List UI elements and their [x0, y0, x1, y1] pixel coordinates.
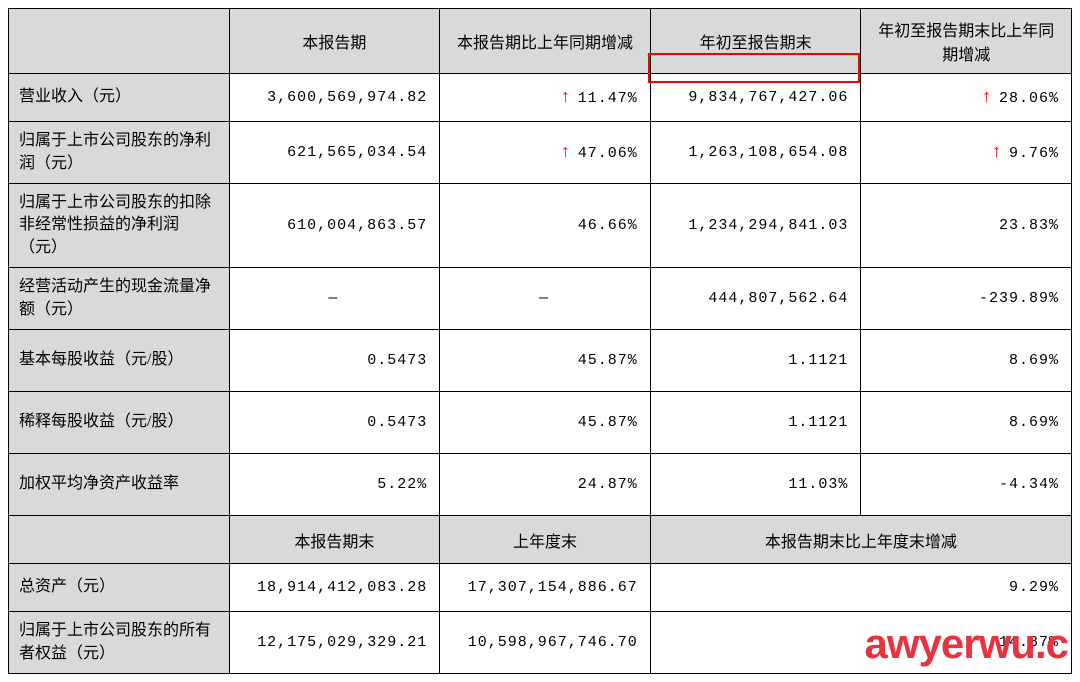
row-label: 归属于上市公司股东的净利润（元）: [9, 122, 230, 184]
row-value-2: ↑47.06%: [440, 122, 651, 184]
header-col3: 年初至报告期末: [650, 9, 861, 74]
row-value-2: ↑11.47%: [440, 74, 651, 122]
row-value-4: -4.34%: [861, 454, 1072, 516]
row-value-3: 9,834,767,427.06: [650, 74, 861, 122]
row-label: 营业收入（元）: [9, 74, 230, 122]
row-value-1: 0.5473: [229, 392, 440, 454]
header-col1: 本报告期: [229, 9, 440, 74]
row-value-3: 1.1121: [650, 392, 861, 454]
row-value-2: 10,598,967,746.70: [440, 612, 651, 674]
row-label: 加权平均净资产收益率: [9, 454, 230, 516]
row-value-4: ↑9.76%: [861, 122, 1072, 184]
header-col6: 上年度末: [440, 516, 651, 564]
row-label: 基本每股收益（元/股）: [9, 330, 230, 392]
up-arrow-icon: ↑: [560, 88, 572, 108]
row-value-2: 45.87%: [440, 392, 651, 454]
row-value-3: 1,263,108,654.08: [650, 122, 861, 184]
row-value-3: 444,807,562.64: [650, 268, 861, 330]
row-value-2: 24.87%: [440, 454, 651, 516]
table-row: 营业收入（元）3,600,569,974.82↑11.47%9,834,767,…: [9, 74, 1072, 122]
up-arrow-icon: ↑: [981, 88, 993, 108]
header-blank-2: [9, 516, 230, 564]
header-row-2: 本报告期末 上年度末 本报告期末比上年度末增减: [9, 516, 1072, 564]
row-label: 经营活动产生的现金流量净额（元）: [9, 268, 230, 330]
row-value-1: 0.5473: [229, 330, 440, 392]
row-label: 归属于上市公司股东的所有者权益（元）: [9, 612, 230, 674]
row-value-3: 9.29%: [650, 564, 1071, 612]
row-value-1: 621,565,034.54: [229, 122, 440, 184]
row-value-1: 5.22%: [229, 454, 440, 516]
table-row: 归属于上市公司股东的扣除非经常性损益的净利润（元）610,004,863.574…: [9, 184, 1072, 268]
row-value-1: 610,004,863.57: [229, 184, 440, 268]
row-value-4: ↑28.06%: [861, 74, 1072, 122]
table-row: 归属于上市公司股东的所有者权益（元）12,175,029,329.2110,59…: [9, 612, 1072, 674]
row-value-1: 18,914,412,083.28: [229, 564, 440, 612]
row-value-3: 1.1121: [650, 330, 861, 392]
up-arrow-icon: ↑: [560, 143, 572, 163]
table-row: 总资产（元）18,914,412,083.2817,307,154,886.67…: [9, 564, 1072, 612]
row-value-2: —: [440, 268, 651, 330]
row-label: 总资产（元）: [9, 564, 230, 612]
row-value-3: 14.87%: [650, 612, 1071, 674]
row-value-4: 8.69%: [861, 330, 1072, 392]
row-value-4: 23.83%: [861, 184, 1072, 268]
row-value-1: 12,175,029,329.21: [229, 612, 440, 674]
row-value-4: -239.89%: [861, 268, 1072, 330]
up-arrow-icon: ↑: [991, 143, 1003, 163]
row-value-3: 1,234,294,841.03: [650, 184, 861, 268]
table-row: 基本每股收益（元/股）0.547345.87%1.11218.69%: [9, 330, 1072, 392]
table-row: 稀释每股收益（元/股）0.547345.87%1.11218.69%: [9, 392, 1072, 454]
header-row-1: 本报告期 本报告期比上年同期增减 年初至报告期末 年初至报告期末比上年同期增减: [9, 9, 1072, 74]
header-col4: 年初至报告期末比上年同期增减: [861, 9, 1072, 74]
row-value-1: 3,600,569,974.82: [229, 74, 440, 122]
table-row: 加权平均净资产收益率5.22%24.87%11.03%-4.34%: [9, 454, 1072, 516]
header-blank: [9, 9, 230, 74]
row-label: 归属于上市公司股东的扣除非经常性损益的净利润（元）: [9, 184, 230, 268]
header-col2: 本报告期比上年同期增减: [440, 9, 651, 74]
row-value-1: —: [229, 268, 440, 330]
row-value-3: 11.03%: [650, 454, 861, 516]
row-value-2: 46.66%: [440, 184, 651, 268]
table-row: 经营活动产生的现金流量净额（元）——444,807,562.64-239.89%: [9, 268, 1072, 330]
row-value-4: 8.69%: [861, 392, 1072, 454]
table-row: 归属于上市公司股东的净利润（元）621,565,034.54↑47.06%1,2…: [9, 122, 1072, 184]
financial-table: 本报告期 本报告期比上年同期增减 年初至报告期末 年初至报告期末比上年同期增减 …: [8, 8, 1072, 674]
header-col5: 本报告期末: [229, 516, 440, 564]
row-value-2: 17,307,154,886.67: [440, 564, 651, 612]
row-label: 稀释每股收益（元/股）: [9, 392, 230, 454]
row-value-2: 45.87%: [440, 330, 651, 392]
header-col7: 本报告期末比上年度末增减: [650, 516, 1071, 564]
